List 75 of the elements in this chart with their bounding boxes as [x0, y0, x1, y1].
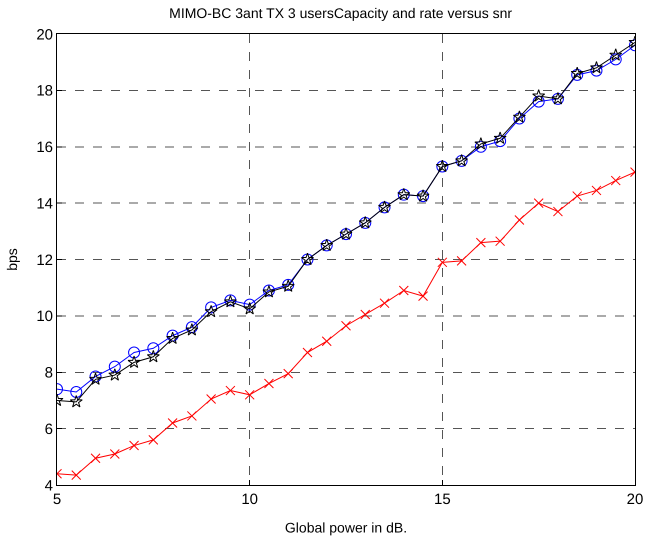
point: [572, 191, 582, 202]
point: [148, 434, 158, 445]
point: [90, 453, 101, 464]
point: [380, 298, 390, 308]
x-tick-label: 20: [626, 491, 644, 508]
point: [474, 137, 488, 150]
point: [590, 61, 603, 74]
point: [360, 309, 370, 320]
point: [609, 48, 622, 61]
point: [225, 386, 236, 396]
point: [147, 342, 160, 354]
point: [610, 176, 621, 186]
y-tick-label: 16: [36, 139, 53, 156]
y-axis-title: bps: [4, 248, 20, 271]
point: [90, 370, 102, 382]
point: [418, 291, 428, 302]
point: [186, 410, 197, 421]
point: [166, 330, 179, 342]
point: [322, 336, 332, 346]
point: [243, 302, 256, 314]
point: [591, 185, 602, 196]
x-axis-title: Global power in dB.: [284, 519, 408, 536]
x-tick-label: 5: [52, 491, 62, 508]
point: [185, 323, 198, 336]
point: [512, 110, 526, 123]
y-tick-label: 10: [36, 308, 53, 326]
point: [341, 320, 351, 331]
point: [552, 206, 563, 217]
point: [398, 286, 409, 296]
point: [128, 356, 141, 368]
point: [128, 346, 140, 359]
point: [494, 131, 507, 144]
point: [129, 440, 140, 451]
point: [590, 64, 602, 77]
point: [532, 89, 546, 102]
x-tick-label: 15: [434, 491, 451, 508]
y-tick-label: 12: [36, 252, 53, 269]
point: [166, 332, 180, 344]
point: [514, 215, 524, 226]
y-tick-label: 6: [44, 420, 53, 438]
point: [534, 198, 544, 208]
point: [186, 321, 198, 334]
point: [264, 378, 274, 389]
point: [474, 140, 487, 153]
point: [532, 96, 545, 108]
point: [244, 298, 256, 311]
y-tick-label: 4: [44, 477, 53, 494]
point: [610, 53, 622, 66]
point: [89, 372, 102, 385]
point: [71, 470, 82, 480]
point: [168, 418, 178, 428]
point: [206, 394, 216, 404]
point: [205, 301, 218, 314]
y-tick-label: 14: [36, 195, 53, 212]
point: [495, 236, 506, 246]
point: [494, 135, 506, 148]
point: [437, 257, 448, 268]
x-tick-label: 10: [241, 491, 258, 508]
y-tick-label: 18: [36, 82, 53, 100]
point: [108, 360, 121, 373]
point: [204, 304, 218, 318]
point: [108, 368, 122, 381]
point: [302, 348, 312, 358]
point: [513, 112, 526, 125]
y-tick-label: 20: [36, 26, 53, 44]
point: [110, 448, 120, 459]
point: [456, 256, 467, 266]
chart-title: MIMO-BC 3ant TX 3 usersCapacity and rate versus snr: [169, 4, 512, 21]
point: [146, 350, 160, 362]
point: [244, 390, 255, 400]
point: [283, 368, 294, 379]
point: [476, 238, 486, 248]
point: [70, 395, 83, 408]
y-tick-label: 8: [44, 364, 53, 382]
point: [70, 386, 82, 398]
